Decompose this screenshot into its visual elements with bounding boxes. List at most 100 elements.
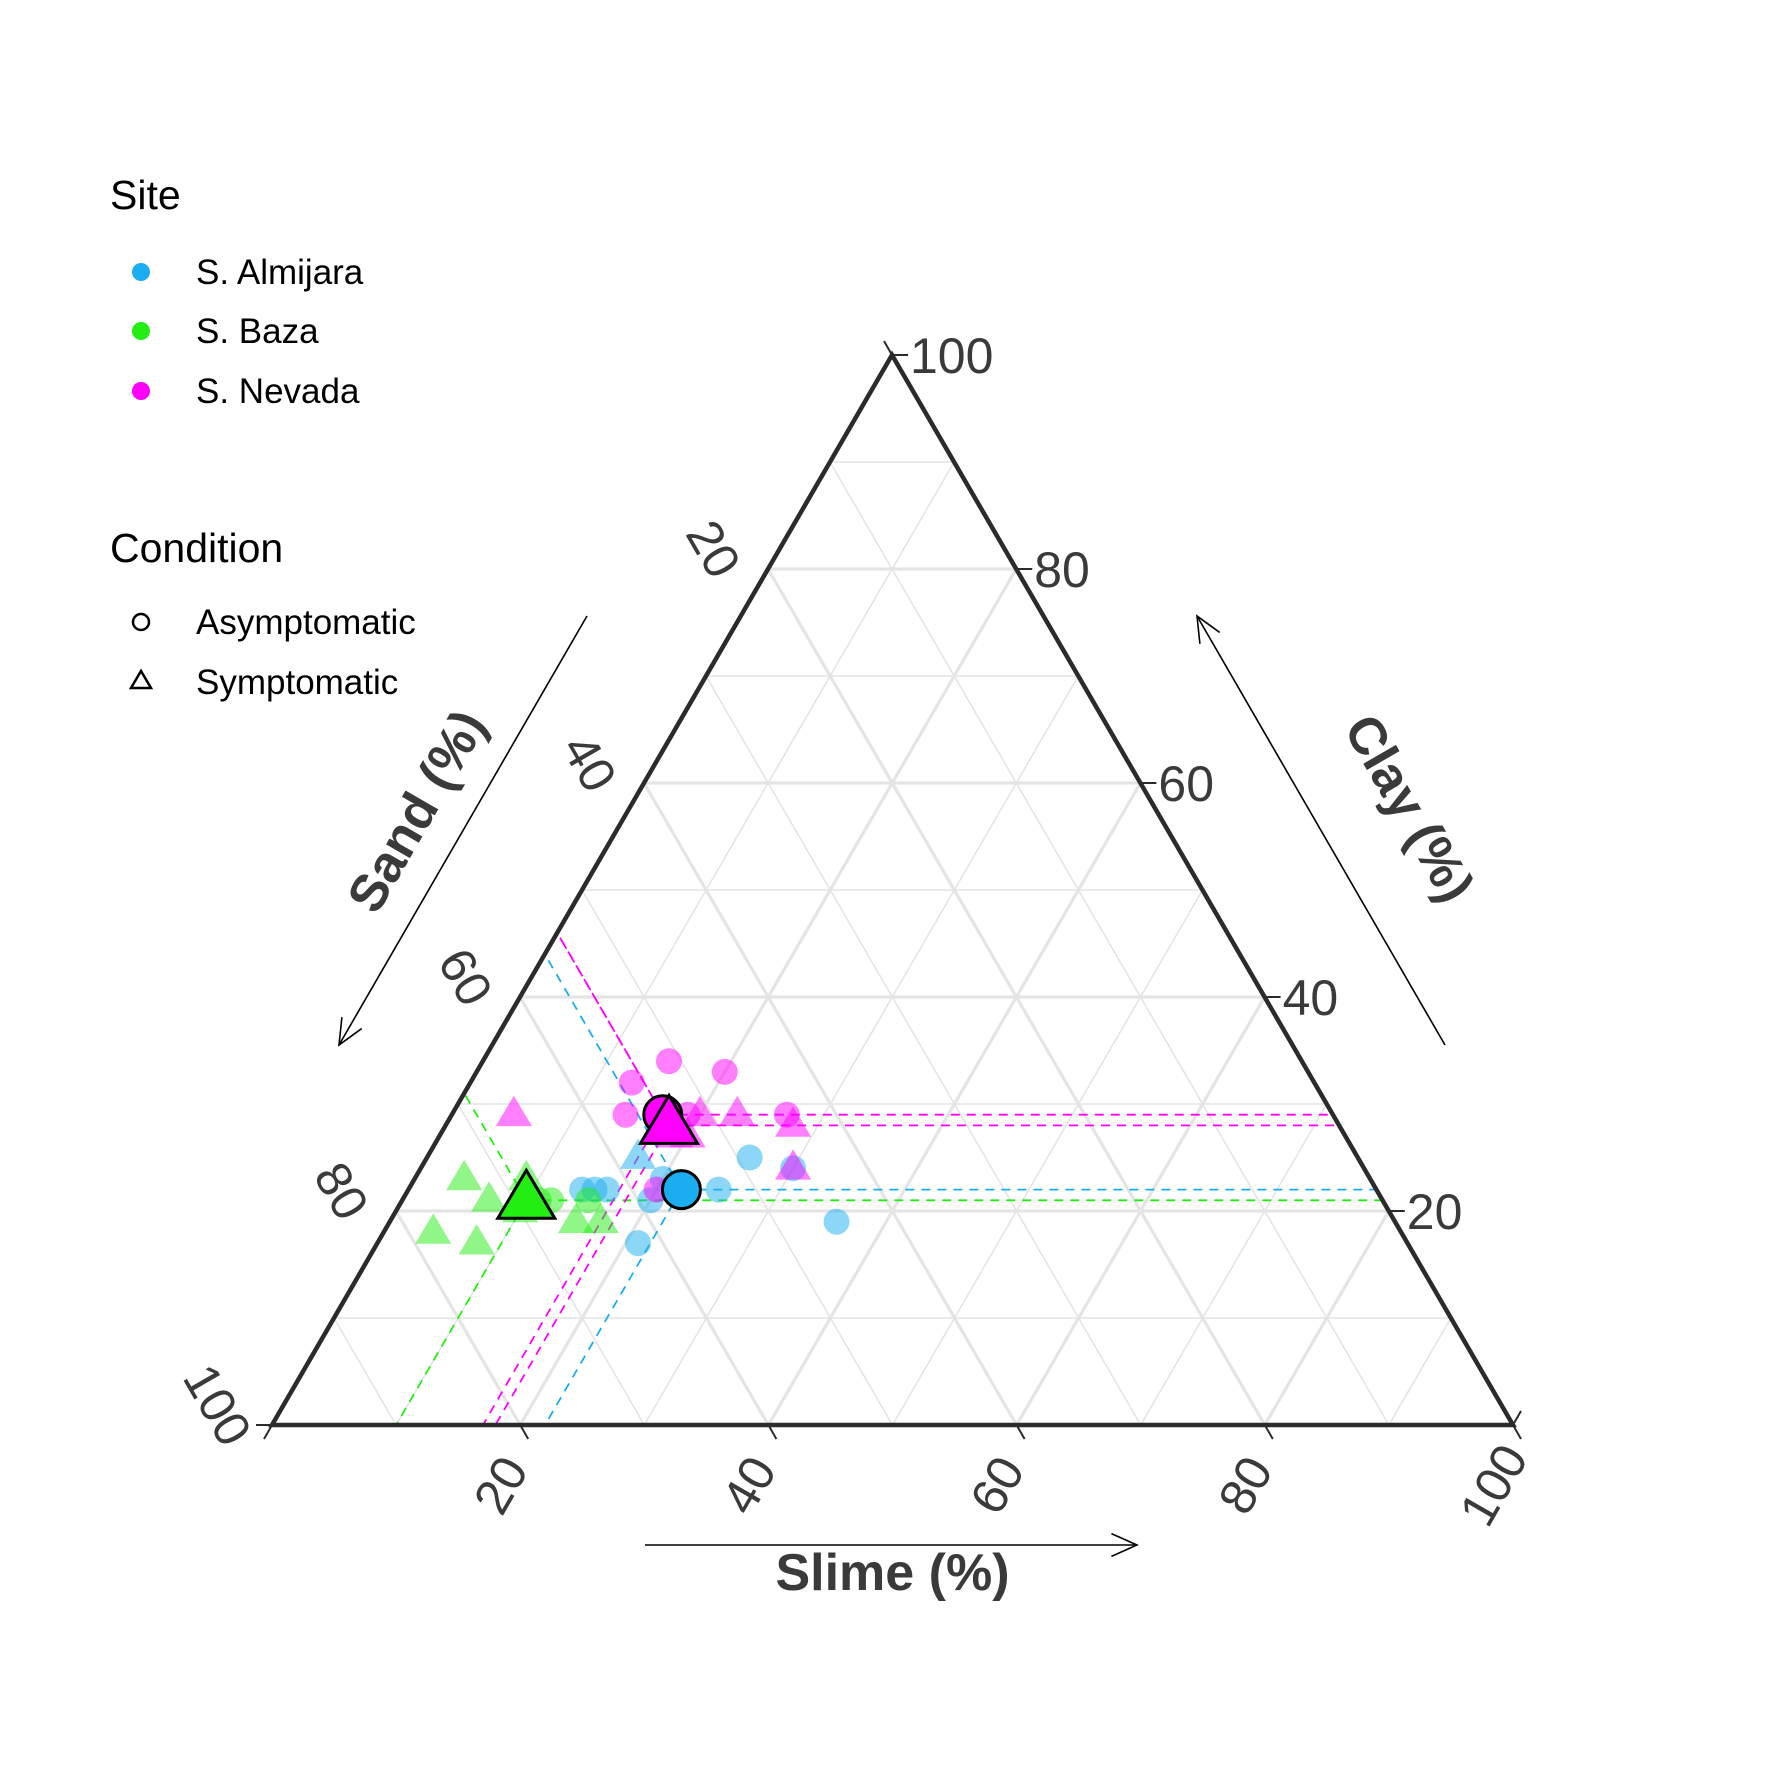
legend-swatch-nevada — [132, 382, 150, 400]
grid-layer — [333, 461, 1452, 1426]
tick-mark-slime — [519, 1424, 530, 1440]
mean-guide-line — [544, 953, 683, 1191]
tick-label-sand: 100 — [172, 1355, 262, 1455]
axis-arrows — [338, 614, 1446, 1558]
grid-line-sand — [705, 675, 1142, 1426]
grid-line-sand — [457, 1103, 645, 1426]
mean-marker-circle — [660, 1169, 702, 1211]
grid-line-slime — [891, 889, 1204, 1426]
tick-labels: 20 40 60 80 100 20 40 60 80 100 20 40 60 80 100 — [172, 328, 1539, 1535]
tick-label-slime: 100 — [1449, 1435, 1539, 1535]
mean-guide-lines — [395, 932, 1383, 1426]
tick-label-slime: 80 — [1207, 1447, 1283, 1523]
axis-title-right: Clay (%) — [1332, 705, 1485, 912]
axis-arrow-clay-head — [1196, 614, 1221, 644]
data-point-circle — [823, 1208, 850, 1235]
tick-label-sand: 20 — [675, 511, 751, 587]
axis-arrow-sand-head — [338, 1017, 363, 1047]
axis-arrow-sand — [338, 615, 588, 1046]
legend-swatch-baza — [132, 322, 150, 340]
legend-condition-item: Asymptomatic — [131, 603, 416, 642]
legend-swatch-almijara — [132, 263, 150, 281]
grid-line-slime — [1263, 1210, 1391, 1426]
grid-line-slime — [1388, 1317, 1452, 1426]
tick-mark-sand — [387, 1210, 397, 1226]
tick-mark-sand — [759, 568, 769, 584]
mean-guide-line — [395, 1199, 528, 1426]
legend-site-item: S. Baza — [132, 312, 319, 351]
data-point-circle — [711, 1058, 738, 1085]
tick-mark-corner — [883, 340, 893, 356]
axis-title-bottom: Slime (%) — [775, 1544, 1009, 1602]
tick-label-slime: 60 — [959, 1447, 1035, 1523]
grid-line-slime — [395, 461, 955, 1426]
data-point-circle — [705, 1176, 732, 1203]
legend-condition-title: Condition — [110, 525, 283, 571]
data-point-circle — [612, 1101, 639, 1128]
data-point-circle — [655, 1048, 682, 1075]
legend-label-almijara: S. Almijara — [196, 253, 364, 292]
mean-marker-triangle — [637, 1092, 701, 1145]
data-point-triangle — [775, 1149, 812, 1180]
data-point-triangle — [458, 1224, 495, 1255]
data-point-triangle — [415, 1213, 452, 1244]
data-point-triangle — [619, 1138, 657, 1169]
legend-site-title: Site — [110, 172, 181, 218]
grid-line-slime — [1015, 996, 1266, 1426]
tick-label-sand: 40 — [551, 725, 627, 801]
tick-label-slime: 20 — [463, 1447, 539, 1523]
tick-mark-corner — [1512, 1410, 1522, 1426]
axis-arrow-slime-head — [1111, 1532, 1139, 1558]
mean-guide-line — [556, 932, 664, 1116]
tick-mark-sand — [263, 1424, 273, 1440]
data-point-triangle — [471, 1181, 508, 1212]
tick-label-sand: 80 — [303, 1153, 379, 1229]
data-point-circle — [618, 1069, 645, 1096]
axis-arrow-clay — [1196, 615, 1446, 1046]
mean-guide-line — [482, 1114, 664, 1426]
tick-mark-slime — [1512, 1424, 1522, 1440]
tick-label-clay: 60 — [1158, 756, 1214, 812]
legend-triangle-icon — [128, 668, 154, 690]
legend-label-nevada: S. Nevada — [196, 372, 360, 411]
data-points — [415, 1048, 850, 1257]
tick-mark-sand — [511, 996, 521, 1012]
tick-mark-slime — [767, 1424, 778, 1440]
triangle-frame — [268, 350, 1517, 1428]
data-point-triangle — [446, 1159, 483, 1191]
legend-circle-icon — [131, 612, 151, 632]
grid-line-slime — [1140, 1103, 1328, 1426]
data-point-triangle — [775, 1106, 812, 1137]
mean-marker-triangle — [495, 1167, 558, 1220]
triangle-border — [268, 350, 1517, 1428]
mean-guide-line — [544, 1189, 683, 1426]
tick-label-clay: 40 — [1283, 970, 1339, 1026]
grid-line-slime — [643, 675, 1079, 1426]
data-point-circle — [625, 1230, 652, 1257]
legend-condition-item: Symptomatic — [128, 663, 398, 702]
data-point-circle — [575, 1187, 602, 1214]
legend-label-asymptomatic: Asymptomatic — [196, 603, 416, 642]
legend-site-item: S. Nevada — [132, 372, 360, 411]
tick-mark-sand — [635, 782, 645, 798]
tick-mark-slime — [1263, 1424, 1274, 1440]
legend-label-symptomatic: Symptomatic — [196, 663, 398, 702]
data-point-triangle — [681, 1095, 719, 1127]
data-point-triangle — [495, 1095, 532, 1127]
grid-line-sand — [333, 1317, 397, 1426]
data-point-triangle — [557, 1202, 594, 1234]
grid-line-sand — [829, 461, 1390, 1426]
legend: Site S. Almijara S. Baza S. Nevada Condi… — [110, 172, 416, 702]
mean-guide-line — [494, 1124, 670, 1426]
data-point-triangle — [582, 1202, 619, 1234]
mean-markers — [495, 1092, 702, 1220]
data-point-triangle — [719, 1095, 756, 1127]
tick-label-clay: 80 — [1034, 542, 1090, 598]
mean-guide-line — [556, 932, 670, 1126]
tick-label-sand: 60 — [427, 939, 503, 1015]
legend-label-baza: S. Baza — [196, 312, 319, 351]
tick-label-clay: 20 — [1407, 1184, 1463, 1240]
tick-label-slime: 40 — [711, 1447, 787, 1523]
